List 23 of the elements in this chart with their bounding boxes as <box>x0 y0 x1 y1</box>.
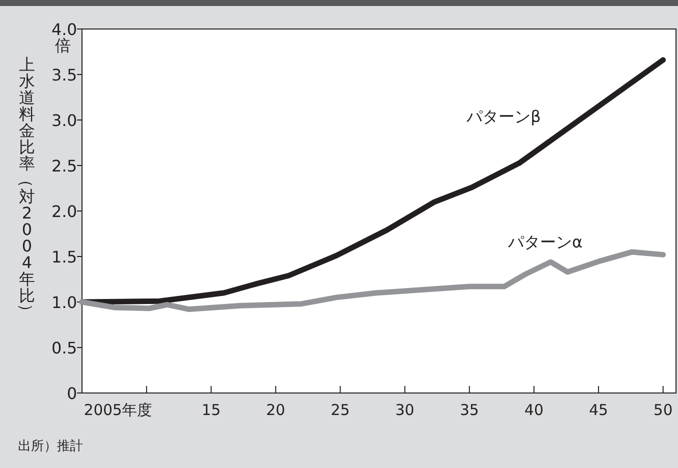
x-tick-label: 2005年度 <box>84 401 152 419</box>
series-label: パターンα <box>507 232 583 252</box>
x-tick-label: 20 <box>266 401 286 419</box>
x-tick-label: 50 <box>654 401 673 419</box>
y-tick-label: 2.5 <box>52 156 77 176</box>
series-label: パターンβ <box>466 106 541 126</box>
y-tick-label: 1.0 <box>52 293 77 312</box>
text: 上水道料金比率（対2004年比） <box>17 55 36 320</box>
y-tick-label: 2.0 <box>52 202 77 221</box>
x-tick-label: 15 <box>202 401 221 419</box>
y-tick-label: 0.5 <box>52 338 77 358</box>
y-tick-label: 3.5 <box>52 66 77 84</box>
x-tick-label: 25 <box>330 401 350 419</box>
text: 出所）推計 <box>18 439 83 454</box>
x-tick-label: 35 <box>460 401 479 419</box>
x-tick-label: 45 <box>588 401 608 419</box>
x-tick-label: 40 <box>524 401 544 419</box>
y-tick-label: 0 <box>66 384 77 403</box>
y-tick-label: 3.0 <box>52 111 77 130</box>
text: 倍 <box>55 36 71 55</box>
y-tick-label: 1.5 <box>52 248 77 266</box>
x-tick-label: 30 <box>395 401 414 419</box>
y-tick-label: 4.0 <box>52 20 77 39</box>
